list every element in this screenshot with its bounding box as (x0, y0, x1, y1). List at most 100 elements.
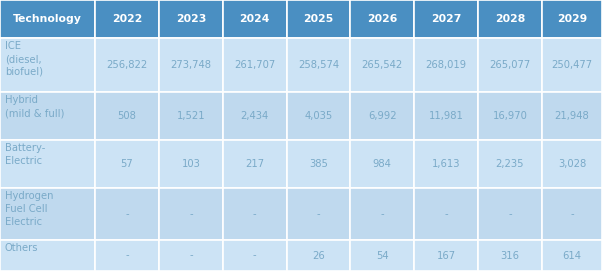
Bar (95, 240, 159, 271)
Text: 2028: 2028 (495, 14, 525, 24)
Bar (223, 38, 287, 92)
Bar (542, 188, 602, 240)
Text: 2022: 2022 (112, 14, 142, 24)
Bar (223, 240, 287, 271)
Text: 2026: 2026 (367, 14, 397, 24)
Bar (287, 188, 350, 240)
Bar (478, 92, 542, 140)
Bar (542, 240, 602, 271)
Text: -: - (570, 209, 574, 219)
Text: 167: 167 (436, 251, 456, 261)
Bar (223, 188, 287, 240)
Bar (159, 38, 223, 92)
Text: 2,235: 2,235 (495, 159, 524, 169)
Text: -: - (380, 209, 384, 219)
Text: Others: Others (5, 243, 39, 253)
Bar (478, 188, 542, 240)
Bar (0, 0, 95, 38)
Bar (223, 0, 287, 38)
Text: -: - (253, 251, 256, 261)
Text: 4,035: 4,035 (305, 111, 332, 121)
Text: 2025: 2025 (303, 14, 334, 24)
Text: -: - (125, 209, 129, 219)
Text: 21,948: 21,948 (554, 111, 589, 121)
Text: 2027: 2027 (431, 14, 461, 24)
Text: 26: 26 (312, 251, 325, 261)
Bar (414, 92, 478, 140)
Text: 16,970: 16,970 (492, 111, 527, 121)
Text: 103: 103 (181, 159, 200, 169)
Text: -: - (189, 209, 193, 219)
Text: Hydrogen
Fuel Cell
Electric: Hydrogen Fuel Cell Electric (5, 191, 54, 227)
Bar (0, 188, 95, 240)
Bar (223, 140, 287, 188)
Bar (0, 140, 95, 188)
Text: 265,077: 265,077 (489, 60, 530, 70)
Text: 2023: 2023 (176, 14, 206, 24)
Bar (159, 92, 223, 140)
Text: 2024: 2024 (240, 14, 270, 24)
Text: -: - (508, 209, 512, 219)
Bar (542, 140, 602, 188)
Text: Battery-
Electric: Battery- Electric (5, 143, 45, 166)
Bar (350, 188, 414, 240)
Bar (159, 240, 223, 271)
Text: -: - (317, 209, 320, 219)
Bar (95, 140, 159, 188)
Bar (95, 0, 159, 38)
Text: 217: 217 (245, 159, 264, 169)
Text: Technology: Technology (13, 14, 82, 24)
Bar (478, 38, 542, 92)
Text: 54: 54 (376, 251, 388, 261)
Text: ICE
(diesel,
biofuel): ICE (diesel, biofuel) (5, 41, 43, 77)
Text: 256,822: 256,822 (107, 60, 147, 70)
Text: 614: 614 (562, 251, 582, 261)
Bar (542, 38, 602, 92)
Bar (0, 92, 95, 140)
Text: 2029: 2029 (557, 14, 587, 24)
Text: -: - (253, 209, 256, 219)
Text: -: - (444, 209, 448, 219)
Text: Hybrid
(mild & full): Hybrid (mild & full) (5, 95, 64, 118)
Text: -: - (125, 251, 129, 261)
Bar (95, 188, 159, 240)
Text: 261,707: 261,707 (234, 60, 275, 70)
Bar (414, 188, 478, 240)
Bar (223, 92, 287, 140)
Bar (350, 240, 414, 271)
Text: 268,019: 268,019 (426, 60, 467, 70)
Text: 2,434: 2,434 (241, 111, 268, 121)
Bar (159, 140, 223, 188)
Bar (542, 0, 602, 38)
Text: 984: 984 (373, 159, 392, 169)
Bar (542, 92, 602, 140)
Bar (414, 140, 478, 188)
Bar (414, 38, 478, 92)
Bar (287, 92, 350, 140)
Bar (159, 188, 223, 240)
Text: 273,748: 273,748 (170, 60, 211, 70)
Text: 250,477: 250,477 (551, 60, 592, 70)
Text: 258,574: 258,574 (298, 60, 339, 70)
Bar (287, 140, 350, 188)
Bar (287, 38, 350, 92)
Text: 11,981: 11,981 (429, 111, 464, 121)
Text: 1,521: 1,521 (176, 111, 205, 121)
Text: 385: 385 (309, 159, 328, 169)
Text: -: - (189, 251, 193, 261)
Text: 57: 57 (120, 159, 134, 169)
Bar (350, 0, 414, 38)
Bar (0, 240, 95, 271)
Bar (0, 38, 95, 92)
Text: 316: 316 (500, 251, 520, 261)
Bar (414, 240, 478, 271)
Bar (414, 0, 478, 38)
Bar (350, 92, 414, 140)
Bar (159, 0, 223, 38)
Text: 1,613: 1,613 (432, 159, 461, 169)
Text: 508: 508 (117, 111, 137, 121)
Text: 265,542: 265,542 (362, 60, 403, 70)
Bar (350, 38, 414, 92)
Bar (287, 240, 350, 271)
Bar (478, 0, 542, 38)
